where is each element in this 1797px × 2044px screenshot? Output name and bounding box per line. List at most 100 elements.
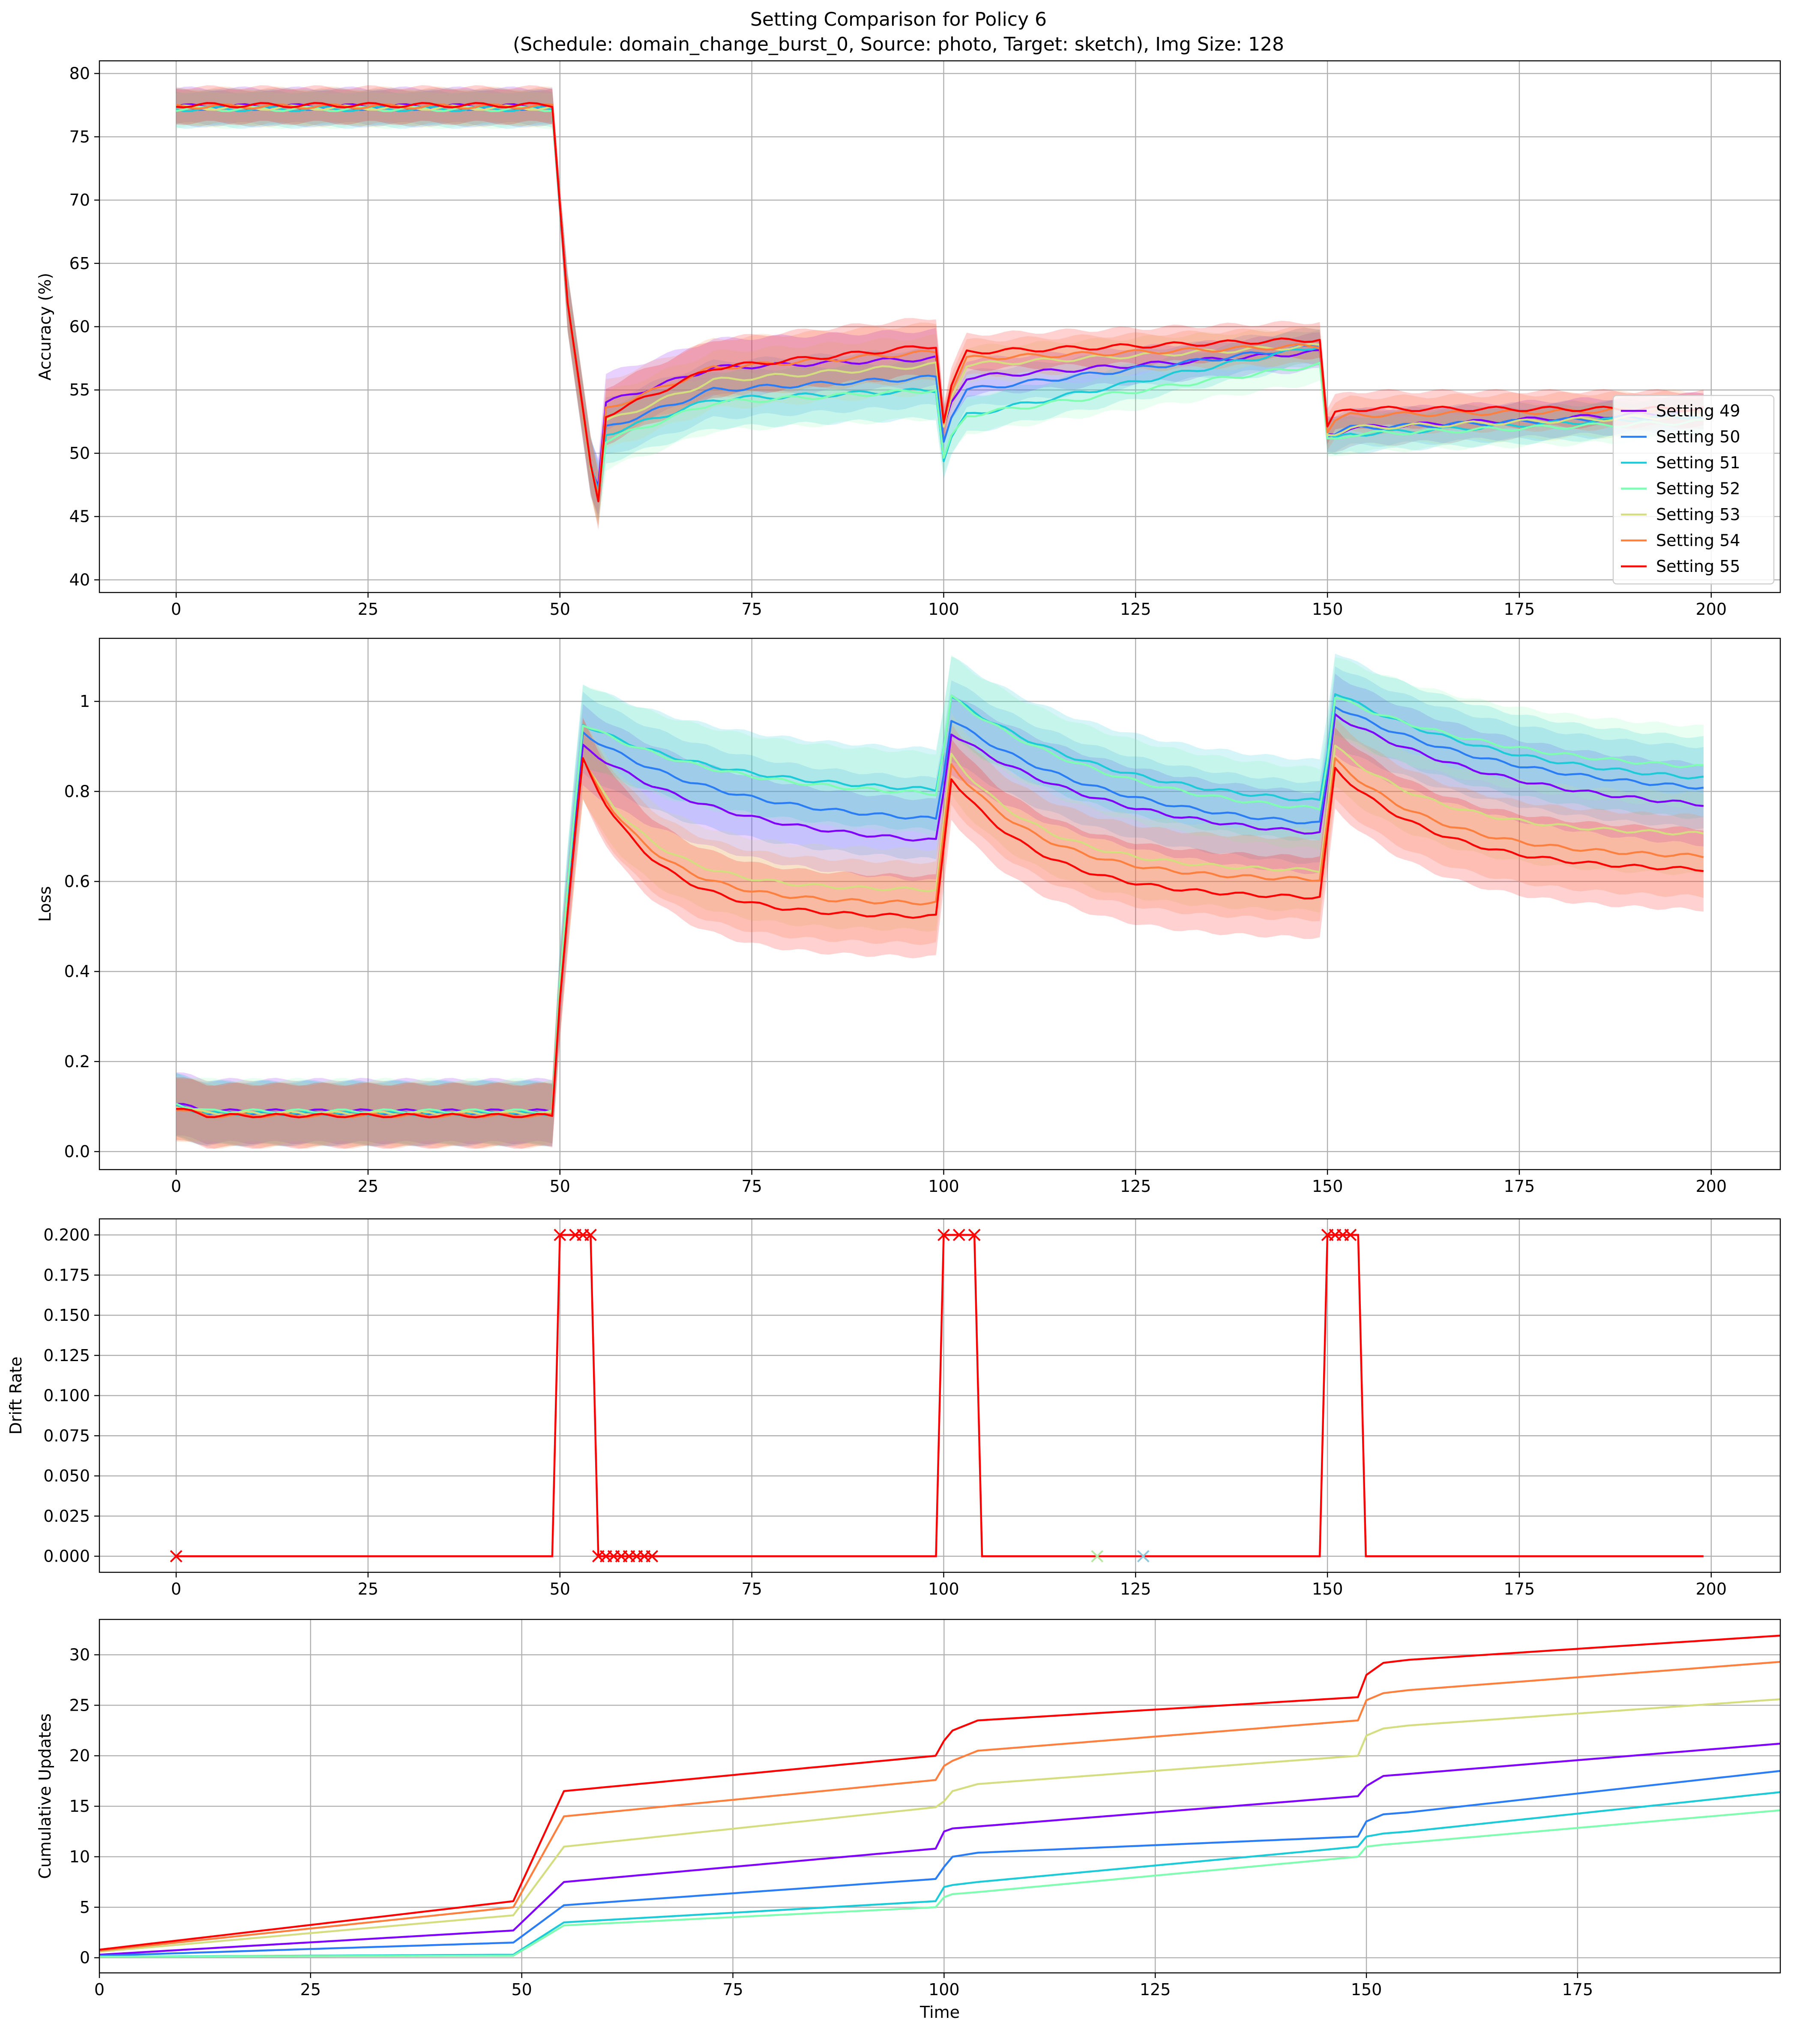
drift-ytick-label: 0.100 [43, 1386, 90, 1405]
drift-ytick-label: 0.050 [43, 1466, 90, 1485]
cumulative-line-setting-50 [99, 1770, 1781, 1957]
loss-ytick-label: 0.8 [64, 782, 90, 801]
accuracy-ytick-label: 80 [69, 64, 90, 83]
drift-xtick-label: 125 [1120, 1580, 1151, 1598]
cumulative-ytick-label: 5 [80, 1898, 90, 1917]
accuracy-band-setting-50 [176, 87, 1704, 518]
drift-xtick-label: 150 [1312, 1580, 1343, 1598]
cumulative-xtick-label: 0 [94, 1980, 105, 1999]
drift-xtick-label: 25 [358, 1580, 378, 1598]
loss-xtick-label: 25 [358, 1177, 378, 1196]
accuracy-band-setting-53 [176, 87, 1704, 527]
legend-entry: Setting 53 [1656, 505, 1740, 524]
accuracy-xtick-label: 0 [171, 600, 181, 619]
accuracy-xtick-label: 200 [1696, 600, 1727, 619]
cumulative-ytick-label: 30 [69, 1646, 90, 1664]
loss-xtick-label: 0 [171, 1177, 181, 1196]
loss-line-setting-50 [176, 706, 1704, 1116]
cumulative-xtick-label: 100 [928, 1980, 960, 1999]
cumulative-ytick-label: 15 [69, 1797, 90, 1816]
cumulative-ytick-label: 25 [69, 1696, 90, 1715]
loss-xtick-label: 100 [928, 1177, 959, 1196]
cumulative-line-setting-55 [99, 1634, 1781, 1951]
drift-xtick-label: 50 [550, 1580, 570, 1598]
cumulative-line-setting-53 [99, 1698, 1781, 1953]
cumulative-xlabel: Time [919, 2003, 960, 2022]
drift-marker [1091, 1550, 1104, 1562]
figure-title-line1: Setting Comparison for Policy 6 [750, 9, 1047, 30]
accuracy-ytick-label: 40 [69, 570, 90, 589]
accuracy-panel: 0 25 50 75 100 125 150 175 200 40 45 50 55 60 65 70 75 80… [36, 60, 1781, 619]
drift-xtick-label: 175 [1504, 1580, 1535, 1598]
loss-xtick-label: 175 [1504, 1177, 1535, 1196]
cumulative-xtick-label: 150 [1351, 1980, 1382, 1999]
cumulative-panel: 0 25 50 75 100 125 150 175 0 5 10 15 20 25 30 Cumulati… [36, 1619, 1781, 2022]
drift-marker [554, 1229, 566, 1241]
cumulative-xtick-label: 75 [722, 1980, 743, 1999]
legend-entry: Setting 55 [1656, 557, 1740, 576]
drift-xtick-label: 200 [1696, 1580, 1727, 1598]
figure-title-line2: (Schedule: domain_change_burst_0, Source… [513, 33, 1284, 55]
loss-ytick-label: 0.6 [64, 872, 90, 891]
drift-marker [1344, 1229, 1357, 1241]
loss-xtick-label: 125 [1120, 1177, 1151, 1196]
cumulative-line-setting-49 [99, 1742, 1781, 1956]
drift-ytick-label: 0.125 [43, 1346, 90, 1365]
accuracy-xtick-label: 100 [928, 600, 959, 619]
drift-ytick-label: 0.075 [43, 1426, 90, 1445]
drift-xtick-label: 75 [741, 1580, 762, 1598]
cumulative-xtick-label: 50 [511, 1980, 532, 1999]
cumulative-line-setting-52 [99, 1809, 1781, 1958]
accuracy-xtick-label: 50 [550, 600, 570, 619]
accuracy-ytick-label: 50 [69, 444, 90, 463]
accuracy-ylabel: Accuracy (%) [36, 273, 54, 380]
drift-marker [968, 1229, 981, 1241]
drift-marker [584, 1229, 597, 1241]
accuracy-ytick-label: 55 [69, 380, 90, 399]
legend-box [1612, 395, 1775, 585]
loss-line-setting-53 [176, 745, 1704, 1116]
drift-marker [952, 1229, 965, 1241]
legend-entry: Setting 54 [1656, 531, 1740, 550]
cumulative-ytick-label: 20 [69, 1746, 90, 1765]
accuracy-line-setting-55 [176, 102, 1704, 503]
accuracy-xtick-label: 150 [1312, 600, 1343, 619]
loss-panel: 0 25 50 75 100 125 150 175 200 0.0 0.2 0.4 0.6 0.8 1 L… [36, 637, 1781, 1196]
cumulative-line-setting-54 [99, 1661, 1781, 1952]
loss-line-setting-55 [176, 757, 1704, 1119]
loss-xtick-label: 200 [1696, 1177, 1727, 1196]
accuracy-xtick-label: 75 [741, 600, 762, 619]
cumulative-ytick-label: 0 [80, 1948, 90, 1967]
legend-entry: Setting 50 [1656, 428, 1740, 446]
drift-marker [646, 1550, 659, 1562]
loss-ytick-label: 0.2 [64, 1052, 90, 1071]
accuracy-ytick-label: 60 [69, 317, 90, 336]
drift-ytick-label: 0.000 [43, 1547, 90, 1566]
cumulative-xtick-label: 125 [1140, 1980, 1171, 1999]
loss-xtick-label: 75 [741, 1177, 762, 1196]
loss-xtick-label: 50 [550, 1177, 570, 1196]
drift-ytick-label: 0.200 [43, 1226, 90, 1245]
accuracy-band-setting-54 [176, 86, 1704, 525]
accuracy-ytick-label: 65 [69, 254, 90, 273]
loss-ytick-label: 0.4 [64, 962, 90, 981]
drift-ylabel: Drift Rate [6, 1356, 25, 1434]
accuracy-ytick-label: 70 [69, 191, 90, 209]
accuracy-band-setting-51 [176, 89, 1704, 521]
legend-entry: Setting 49 [1656, 401, 1740, 420]
drift-xtick-label: 100 [928, 1580, 959, 1598]
drift-panel: 0 25 50 75 100 125 150 175 200 0.000 0.025 0.050 0.0… [6, 1218, 1781, 1598]
cumulative-ylabel: Cumulative Updates [36, 1713, 54, 1879]
drift-marker [1137, 1550, 1150, 1562]
loss-axes-frame [99, 637, 1781, 1170]
loss-line-setting-52 [176, 694, 1704, 1114]
cumulative-ytick-label: 10 [69, 1847, 90, 1866]
accuracy-ytick-label: 45 [69, 507, 90, 526]
legend-entry: Setting 51 [1656, 453, 1740, 472]
drift-marker [937, 1229, 950, 1241]
legend-entry: Setting 52 [1656, 479, 1740, 498]
cumulative-axes-frame [99, 1619, 1781, 1974]
loss-xtick-label: 150 [1312, 1177, 1343, 1196]
drift-ytick-label: 0.175 [43, 1266, 90, 1284]
